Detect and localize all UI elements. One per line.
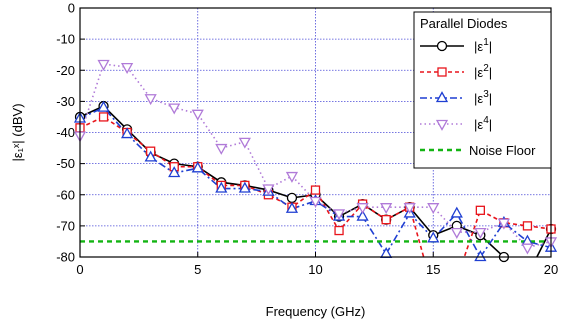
legend-label-5: Noise Floor — [469, 143, 536, 158]
legend-label-4: |ε4| — [474, 115, 492, 132]
legend-box — [413, 11, 552, 169]
point-series-4 — [262, 184, 275, 196]
point-series-3 — [285, 201, 299, 213]
point-series-4 — [497, 218, 511, 230]
point-series-2 — [310, 185, 321, 195]
x-tick-label: 0 — [76, 262, 83, 277]
point-series-3 — [238, 181, 251, 193]
point-series-3 — [474, 250, 487, 262]
grid — [80, 8, 551, 257]
y-tick-label: -80 — [56, 250, 75, 265]
point-series-4 — [120, 62, 134, 74]
legend-marker-4 — [435, 119, 449, 131]
point-series-4 — [144, 94, 157, 106]
point-series-3 — [191, 161, 204, 173]
point-series-3 — [450, 206, 463, 218]
point-series-4 — [356, 203, 369, 215]
point-series-1 — [286, 192, 298, 204]
y-axis-label: |ε₁ˣ| (dBV) — [10, 103, 25, 161]
point-series-4 — [168, 103, 181, 115]
point-series-4 — [450, 227, 463, 239]
point-series-2 — [522, 221, 533, 231]
x-axis-label: Frequency (GHz) — [266, 304, 366, 319]
series-line-2 — [80, 116, 551, 257]
legend-title: Parallel Diodes — [420, 16, 508, 31]
point-series-3 — [120, 127, 134, 139]
point-series-3 — [168, 166, 181, 178]
point-series-4 — [309, 196, 322, 208]
point-series-2 — [475, 205, 486, 215]
point-series-3 — [97, 100, 110, 112]
legend-marker-2 — [437, 67, 447, 77]
point-series-4 — [427, 203, 440, 215]
x-tick-label: 15 — [426, 262, 440, 277]
point-series-4 — [474, 227, 487, 239]
point-series-3 — [427, 231, 440, 243]
point-series-4 — [97, 59, 110, 71]
point-series-3 — [215, 181, 228, 193]
point-series-4 — [215, 143, 228, 155]
y-tick-label: -50 — [56, 156, 75, 171]
point-series-4 — [285, 171, 299, 183]
y-tick-label: -60 — [56, 187, 75, 202]
y-tick-label: -40 — [56, 125, 75, 140]
legend-marker-1 — [436, 40, 448, 52]
markers-group — [73, 59, 558, 263]
point-series-4 — [521, 243, 534, 255]
point-series-2 — [98, 112, 109, 122]
point-series-2 — [334, 225, 344, 236]
x-tick-label: 5 — [194, 262, 201, 277]
legend-label-1: |ε1| — [474, 37, 492, 54]
legend: Parallel Diodes |ε1| |ε2| |ε3| |ε4| Noise Flo… — [413, 11, 552, 169]
x-tick-label: 10 — [308, 262, 322, 277]
y-tick-label: -70 — [56, 218, 75, 233]
point-series-4 — [403, 203, 416, 215]
x-ticks: 0 5 10 15 20 — [76, 252, 558, 277]
legend-label-2: |ε2| — [474, 63, 492, 80]
point-series-3 — [380, 247, 393, 259]
y-tick-label: -20 — [56, 63, 75, 78]
point-series-3 — [356, 209, 369, 221]
y-tick-label: -10 — [56, 32, 75, 47]
y-tick-label: 0 — [68, 1, 75, 16]
point-series-4 — [191, 109, 204, 121]
legend-marker-3 — [435, 91, 449, 103]
point-series-2 — [381, 214, 391, 225]
point-series-3 — [144, 150, 157, 162]
point-series-4 — [332, 209, 346, 221]
legend-label-3: |ε3| — [474, 89, 492, 106]
point-series-4 — [238, 137, 251, 149]
y-tick-label: -30 — [56, 94, 75, 109]
point-series-4 — [380, 203, 393, 215]
x-tick-label: 20 — [544, 262, 558, 277]
